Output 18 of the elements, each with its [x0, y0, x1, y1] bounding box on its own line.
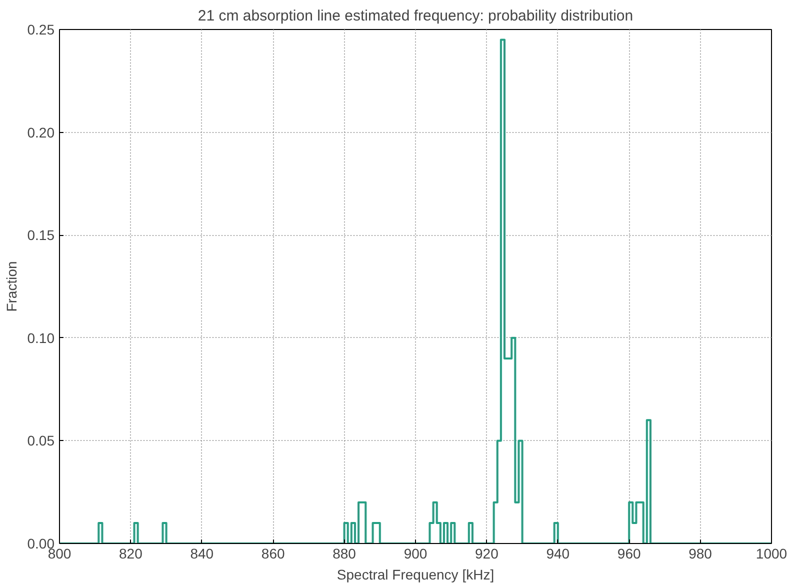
x-tick-label: 840 [190, 546, 214, 562]
x-tick-label: 1000 [756, 546, 788, 562]
y-axis-title: Fraction [3, 261, 20, 312]
x-tick-label: 820 [119, 546, 143, 562]
y-tick-label: 0.25 [27, 22, 55, 38]
y-tick-label: 0.20 [27, 124, 55, 140]
x-tick-label: 860 [261, 546, 285, 562]
x-tick-label: 980 [688, 546, 712, 562]
x-tick-label: 940 [546, 546, 570, 562]
chart-title: 21 cm absorption line estimated frequency: probability distribution [198, 8, 634, 24]
x-tick-label: 920 [475, 546, 499, 562]
y-tick-label: 0.10 [27, 330, 55, 346]
x-axis-title: Spectral Frequency [kHz] [336, 566, 494, 582]
y-tick-label: 0.05 [27, 432, 55, 449]
y-tick-label: 0.15 [27, 227, 55, 244]
x-tick-label: 880 [332, 546, 356, 562]
x-tick-label: 900 [404, 546, 428, 562]
x-tick-label: 960 [617, 546, 641, 562]
